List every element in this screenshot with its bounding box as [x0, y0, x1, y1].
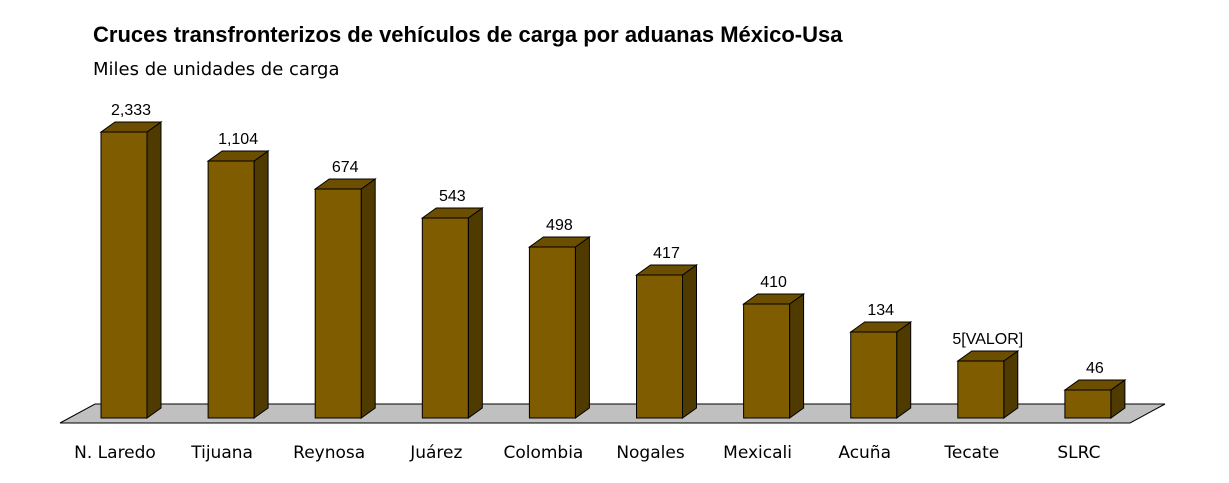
bar-side	[467, 207, 483, 419]
bar-side	[1003, 350, 1019, 419]
bar-ju-rez	[420, 207, 484, 419]
tick-label-reynosa: Reynosa	[293, 443, 365, 463]
data-label-tijuana: 1,104	[218, 131, 258, 148]
data-label-n-laredo: 2,333	[111, 102, 151, 119]
tick-label-colombia: Colombia	[503, 443, 583, 463]
tick-label-tecate: Tecate	[943, 443, 999, 463]
bars-layer	[99, 121, 1127, 419]
bar-side	[146, 121, 162, 419]
data-label-reynosa: 674	[332, 159, 359, 176]
bar-front	[100, 131, 148, 419]
bar-slrc	[1063, 379, 1127, 419]
bar-tecate	[956, 350, 1020, 419]
tick-label-nogales: Nogales	[616, 443, 685, 463]
bar-acu-a	[849, 321, 913, 419]
bar-side	[360, 178, 376, 419]
bar-nogales	[634, 264, 699, 419]
bar-side	[682, 264, 697, 419]
bar-colombia	[527, 236, 591, 419]
data-labels-layer: 2,333 1,104 674 543 498 417 410 134 5[VALOR] 46	[111, 102, 1104, 377]
tick-label-slrc: SLRC	[1057, 443, 1100, 463]
bar-front	[1064, 389, 1112, 419]
data-label-colombia: 498	[546, 217, 573, 234]
bar-n-laredo	[99, 121, 163, 419]
tick-label-ju-rez: Juárez	[409, 443, 462, 463]
tick-label-tijuana: Tijuana	[190, 443, 253, 463]
chart-subtitle: Miles de unidades de carga	[93, 59, 340, 80]
bar-front	[850, 331, 898, 419]
data-label-mexicali: 410	[760, 274, 787, 291]
bar-front	[528, 246, 576, 419]
bar-front	[421, 217, 469, 419]
bar-reynosa	[313, 178, 377, 419]
data-label-tecate: 5[VALOR]	[952, 331, 1023, 348]
chart-title: Cruces transfronterizos de vehículos de …	[93, 22, 843, 47]
data-label-nogales: 417	[653, 245, 680, 262]
bar-front	[207, 160, 255, 419]
tick-label-acu-a: Acuña	[838, 443, 891, 463]
tick-label-n-laredo: N. Laredo	[74, 443, 156, 463]
bar-side	[896, 321, 912, 419]
data-label-acu-a: 134	[867, 302, 894, 319]
tick-labels-layer: N. Laredo Tijuana Reynosa Juárez Colombia Nog…	[74, 443, 1100, 463]
bar-tijuana	[206, 150, 270, 419]
bar-front	[743, 303, 791, 419]
bar-side	[574, 236, 590, 419]
data-label-ju-rez: 543	[439, 188, 466, 205]
data-label-slrc: 46	[1086, 360, 1104, 377]
bar-front	[314, 188, 362, 419]
bar-side	[253, 150, 269, 419]
bar-mexicali	[742, 293, 806, 419]
bar-front	[636, 274, 683, 419]
tick-label-mexicali: Mexicali	[723, 443, 792, 463]
bar-side	[789, 293, 805, 419]
bar-front	[957, 360, 1005, 419]
